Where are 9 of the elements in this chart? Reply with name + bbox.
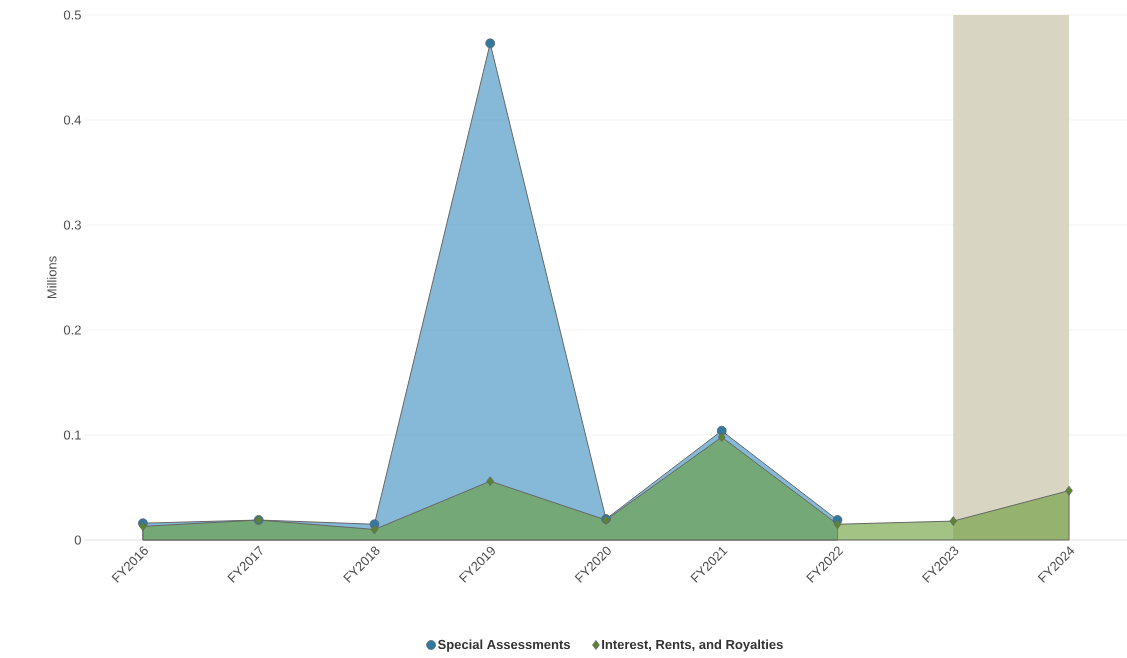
y-tick-label: 0.1 [63, 430, 81, 440]
y-tick-label: 0.4 [63, 115, 82, 125]
legend-label: Special Assessments [437, 639, 570, 652]
y-tick-label: 0.3 [63, 220, 81, 230]
y-tick-label: 0 [74, 535, 81, 545]
y-tick-label: 0.5 [63, 10, 81, 20]
legend-label: Interest, Rents, and Royalties [602, 639, 783, 652]
y-tick-label: 0.2 [63, 325, 81, 335]
y-axis-title: Millions [46, 256, 57, 299]
